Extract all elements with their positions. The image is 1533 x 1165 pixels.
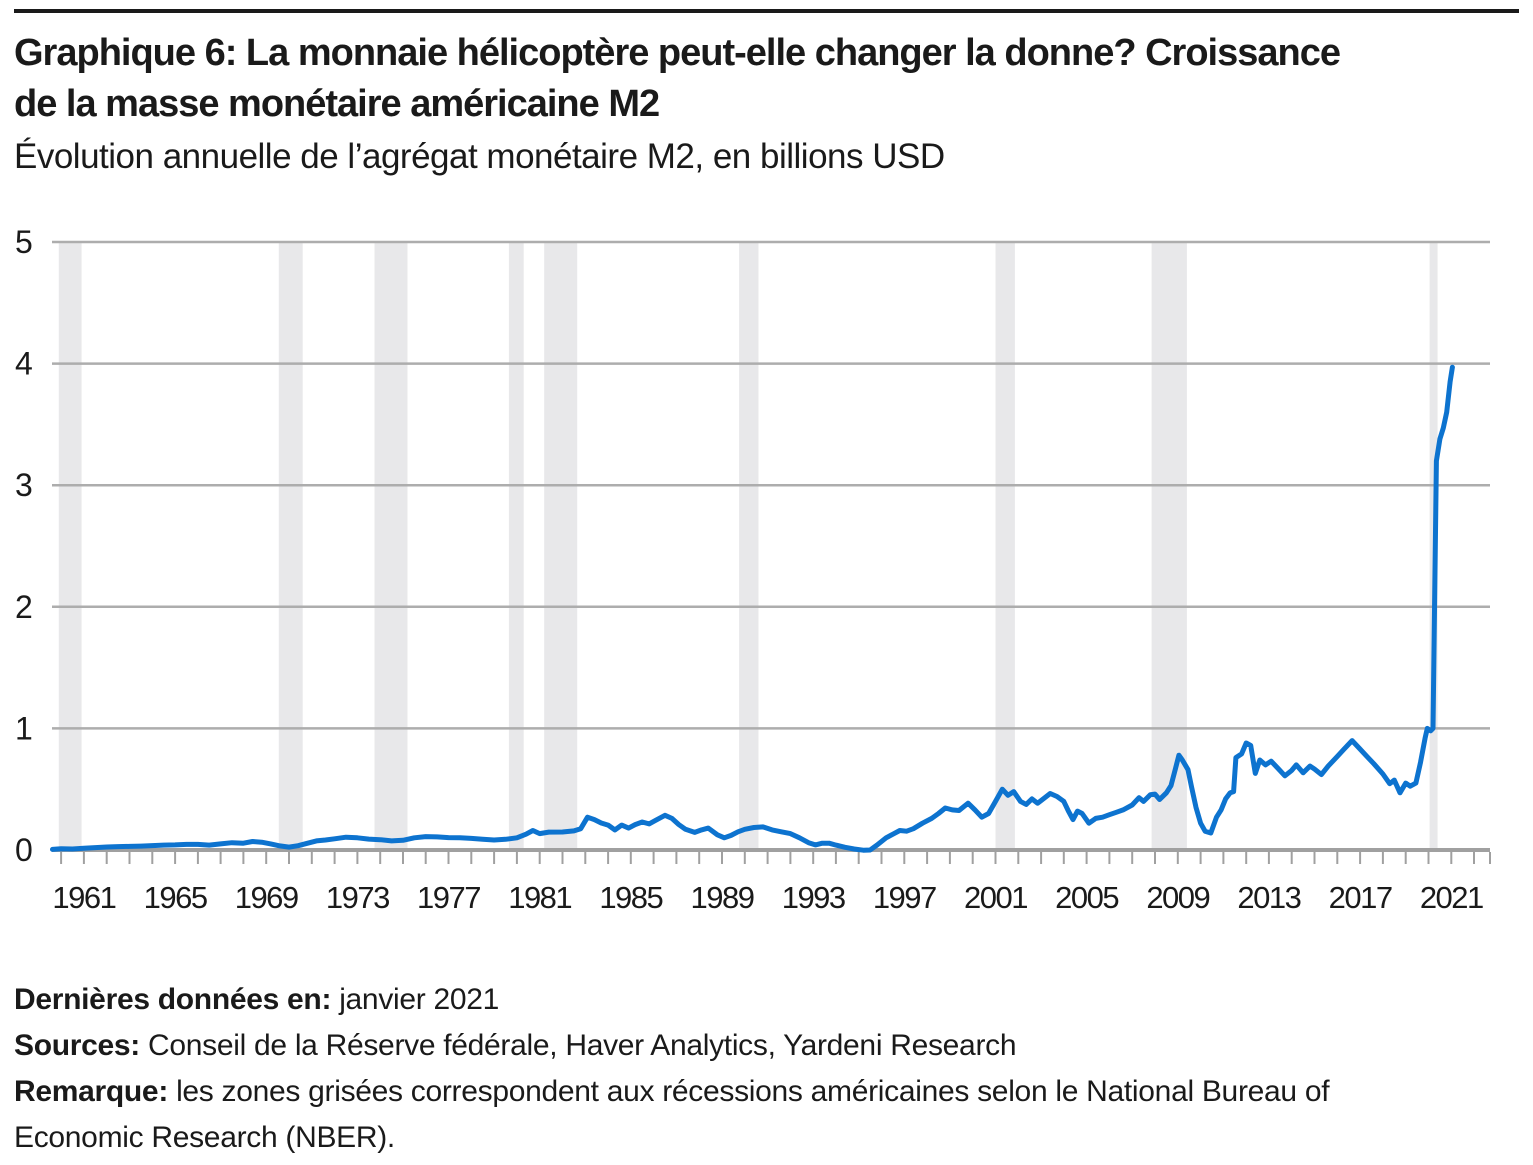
x-axis-label: 1997	[873, 880, 936, 915]
x-axis-label: 2005	[1055, 880, 1118, 915]
recession-band	[544, 242, 578, 850]
x-axis-label: 1961	[52, 880, 115, 915]
x-axis-label: 1989	[691, 880, 754, 915]
y-axis-label: 5	[15, 224, 32, 260]
chart-title: Graphique 6: La monnaie hélicoptère peut…	[14, 28, 1519, 130]
y-axis-label: 3	[15, 467, 32, 503]
chart-subtitle: Évolution annuelle de l’agrégat monétair…	[14, 137, 945, 176]
sources-label: Sources:	[14, 1029, 140, 1062]
x-axis-label: 1973	[326, 880, 389, 915]
recession-band	[508, 242, 524, 850]
footer-notes: Dernières données en: janvier 2021 Sourc…	[14, 977, 1444, 1161]
x-axis-label: 2009	[1146, 880, 1209, 915]
chart-title-line1: Graphique 6: La monnaie hélicoptère peut…	[14, 32, 1341, 74]
y-axis-label: 2	[15, 589, 32, 625]
recession-band	[739, 242, 759, 850]
sources-line: Sources: Conseil de la Réserve fédérale,…	[14, 1023, 1444, 1069]
x-axis-label: 2013	[1237, 880, 1300, 915]
y-axis-label: 0	[15, 832, 32, 868]
last-data-label: Dernières données en:	[14, 983, 332, 1016]
x-axis-label: 2021	[1420, 880, 1483, 915]
y-axis-label: 4	[15, 346, 32, 382]
recession-band	[278, 242, 303, 850]
recession-band	[1151, 242, 1187, 850]
x-axis-label: 1993	[782, 880, 845, 915]
x-axis-label: 1969	[235, 880, 298, 915]
m2-series-line	[50, 364, 1455, 853]
last-data-value: janvier 2021	[339, 983, 500, 1016]
recession-band	[374, 242, 408, 850]
x-axis-label: 1985	[599, 880, 662, 915]
recession-band	[995, 242, 1015, 850]
note-line: Remarque: les zones grisées corresponden…	[14, 1069, 1444, 1161]
y-axis-label: 1	[15, 710, 32, 746]
sources-value: Conseil de la Réserve fédérale, Haver An…	[148, 1029, 1017, 1062]
last-data-line: Dernières données en: janvier 2021	[14, 977, 1444, 1023]
x-axis-label: 1981	[508, 880, 571, 915]
recession-band	[58, 242, 82, 850]
x-axis-label: 2017	[1329, 880, 1392, 915]
note-value: les zones grisées correspondent aux réce…	[14, 1075, 1330, 1154]
top-rule	[14, 9, 1519, 13]
x-axis-label: 2001	[964, 880, 1027, 915]
x-axis-label: 1965	[144, 880, 207, 915]
chart-title-line2: de la masse monétaire américaine M2	[14, 83, 660, 125]
note-label: Remarque:	[14, 1075, 169, 1108]
x-axis-label: 1977	[417, 880, 480, 915]
